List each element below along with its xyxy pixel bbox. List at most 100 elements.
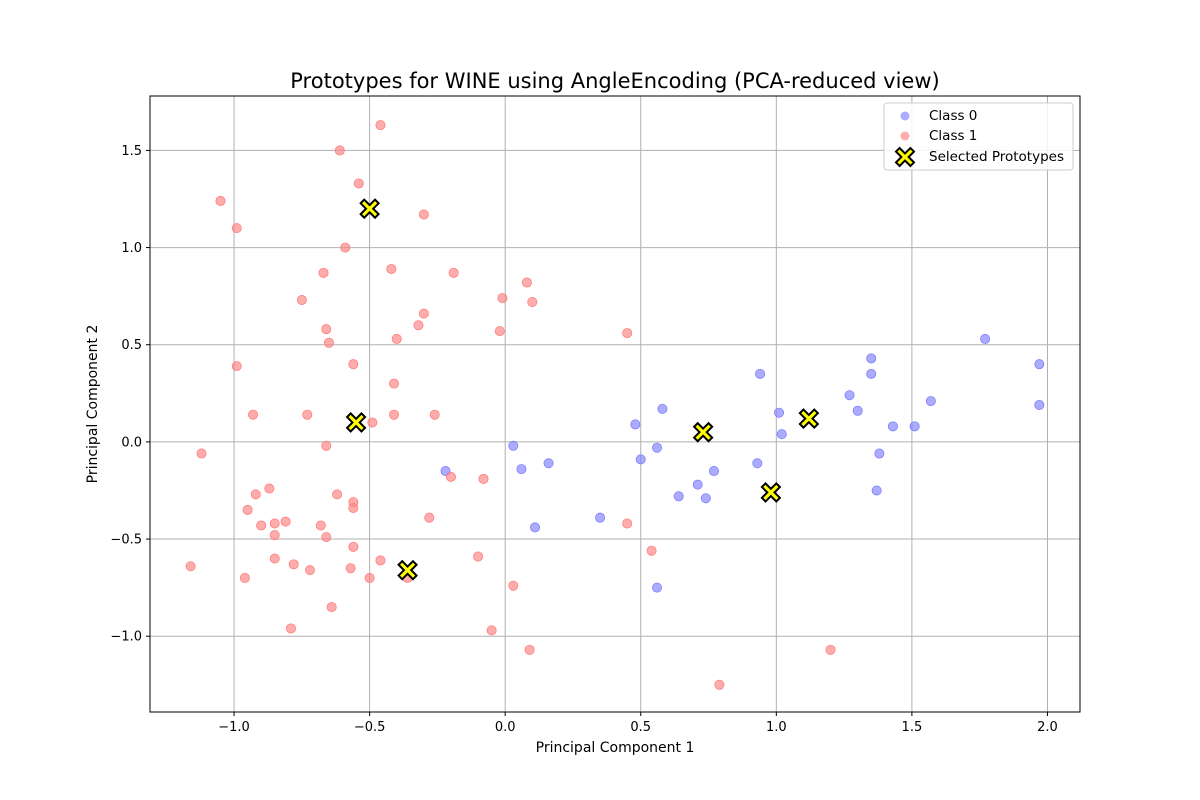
data-point <box>375 120 386 131</box>
series-1 <box>185 120 836 690</box>
y-tick-label: −1.0 <box>110 630 142 645</box>
data-point <box>909 421 920 432</box>
data-points <box>185 120 1045 690</box>
data-point <box>391 333 402 344</box>
data-point <box>527 296 538 307</box>
data-point <box>364 572 375 583</box>
data-point <box>448 267 459 278</box>
prototype-marker <box>359 198 381 220</box>
data-point <box>318 267 329 278</box>
data-point <box>825 644 836 655</box>
data-point <box>925 396 936 407</box>
data-point <box>774 407 785 418</box>
data-point <box>508 440 519 451</box>
data-point <box>646 545 657 556</box>
data-point <box>242 504 253 515</box>
data-point <box>413 320 424 331</box>
data-point <box>508 580 519 591</box>
data-point <box>348 502 359 513</box>
x-tick-label: 2.0 <box>1037 720 1058 735</box>
data-point <box>776 429 787 440</box>
data-point <box>321 440 332 451</box>
legend-label-class-0: Class 0 <box>929 108 977 124</box>
data-point <box>304 565 315 576</box>
data-point <box>424 512 435 523</box>
data-point <box>752 458 763 469</box>
data-point <box>280 516 291 527</box>
data-point <box>429 409 440 420</box>
legend-marker-class-1 <box>900 131 910 141</box>
y-tick-label: 0.5 <box>121 338 142 353</box>
data-point <box>844 390 855 401</box>
data-point <box>285 623 296 634</box>
x-tick-label: 0.5 <box>630 720 651 735</box>
data-point <box>524 644 535 655</box>
data-point <box>386 263 397 274</box>
data-point <box>1034 399 1045 410</box>
x-tick-label: 1.5 <box>902 720 923 735</box>
data-point <box>635 454 646 465</box>
x-tick-label: 0.0 <box>495 720 516 735</box>
grid-lines <box>150 96 1080 712</box>
data-point <box>269 518 280 529</box>
data-point <box>315 520 326 531</box>
data-point <box>248 409 259 420</box>
x-tick-label: 1.0 <box>766 720 787 735</box>
x-axis-label: Principal Component 1 <box>536 740 695 756</box>
series-2 <box>345 198 820 581</box>
data-point <box>852 405 863 416</box>
series-0 <box>440 333 1045 593</box>
data-point <box>256 520 267 531</box>
data-point <box>652 442 663 453</box>
data-point <box>185 561 196 572</box>
data-point <box>418 209 429 220</box>
legend-label-class-1: Class 1 <box>929 128 977 144</box>
data-point <box>692 479 703 490</box>
data-point <box>486 625 497 636</box>
data-point <box>239 572 250 583</box>
data-point <box>714 679 725 690</box>
data-point <box>264 483 275 494</box>
data-point <box>334 145 345 156</box>
data-point <box>1034 359 1045 370</box>
data-point <box>530 522 541 533</box>
data-point <box>445 471 456 482</box>
data-point <box>288 559 299 570</box>
prototype-marker <box>760 482 782 503</box>
data-point <box>326 602 337 613</box>
data-point <box>866 353 877 364</box>
data-point <box>887 421 898 432</box>
data-point <box>389 409 400 420</box>
axis-ticks: −1.0 −0.5 0.0 0.5 1.0 1.5 2.0 −1.0 −0.5 0.0 0.5 1.0… <box>110 144 1057 735</box>
data-point <box>231 361 242 372</box>
legend-marker-class-0 <box>900 111 910 121</box>
data-point <box>652 582 663 593</box>
y-tick-label: 1.0 <box>121 241 142 256</box>
data-point <box>874 448 885 459</box>
data-point <box>250 489 261 500</box>
data-point <box>345 563 356 574</box>
data-point <box>196 448 207 459</box>
data-point <box>389 378 400 389</box>
data-point <box>215 195 226 206</box>
data-point <box>321 532 332 543</box>
chart-title: Prototypes for WINE using AngleEncoding … <box>290 69 939 93</box>
data-point <box>269 553 280 564</box>
data-point <box>323 337 334 348</box>
x-tick-label: −0.5 <box>354 720 386 735</box>
data-point <box>622 518 633 529</box>
data-point <box>375 555 386 566</box>
legend: Class 0 Selected Prototypes Class 1 <box>883 102 1074 171</box>
prototype-marker <box>798 408 820 429</box>
data-point <box>755 368 766 379</box>
data-point <box>340 242 351 253</box>
data-point <box>521 277 532 288</box>
data-point <box>353 178 364 189</box>
data-point <box>296 295 307 306</box>
data-point <box>708 466 719 477</box>
data-point <box>630 419 641 430</box>
y-tick-label: 1.5 <box>121 144 142 159</box>
data-point <box>497 293 508 304</box>
data-point <box>348 359 359 370</box>
